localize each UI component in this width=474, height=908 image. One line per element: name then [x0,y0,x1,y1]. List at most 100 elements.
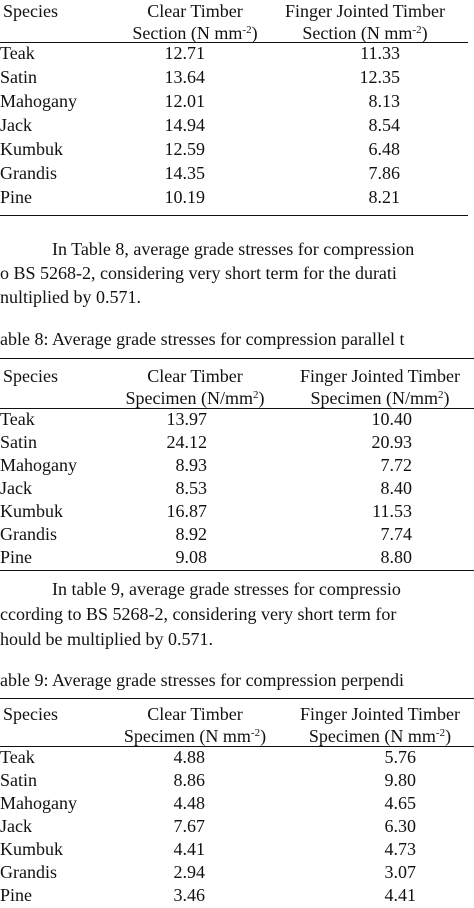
table-8-header-clear-line2: Specimen (N/mm2) [125,388,265,408]
table-row: Mahogany 4.48 4.65 [0,794,474,816]
finger-jointed-cell: 6.48 [368,139,401,159]
species-cell: Pine [0,187,33,207]
table-7-header-clear: Clear Timber Section (N mm-2) [100,0,290,44]
finger-jointed-cell: 9.80 [384,770,417,790]
clear-timber-cell: 8.86 [173,770,206,790]
clear-timber-cell: 12.01 [164,91,206,111]
table-row: Satin 13.64 12.35 [0,68,474,90]
species-cell: Satin [0,67,38,87]
table-7-header-finger: Finger Jointed Timber Section (N mm-2) [260,0,470,44]
paragraph-1-line-1: In Table 8, average grade stresses for c… [52,239,415,259]
clear-timber-cell: 8.92 [175,524,208,544]
table-row: Kumbuk 12.59 6.48 [0,140,474,162]
table-7-header-clear-line2: Section (N mm-2) [132,23,258,43]
finger-jointed-cell: 11.33 [360,43,400,63]
species-cell: Mahogany [0,793,77,813]
clear-timber-cell: 4.41 [173,839,206,859]
finger-jointed-cell: 5.76 [384,747,417,767]
species-cell: Kumbuk [0,839,63,859]
table-row: Teak 4.88 5.76 [0,748,474,770]
table-8-header-finger: Finger Jointed Timber Specimen (N/mm2) [275,365,474,409]
table-9-header-species: Species [3,704,58,724]
paragraph-2-line-3: hould be multiplied by 0.571. [0,629,213,649]
species-cell: Jack [0,478,32,498]
table-row: Satin 8.86 9.80 [0,771,474,793]
table-9-top-rule [0,698,474,699]
clear-timber-cell: 14.35 [164,163,206,183]
clear-timber-cell: 4.88 [173,747,206,767]
species-cell: Jack [0,816,32,836]
finger-jointed-cell: 7.74 [380,524,413,544]
table-9-header-clear-line1: Clear Timber [147,704,243,724]
table-row: Jack 14.94 8.54 [0,116,474,138]
table-8-header-finger-line2: Specimen (N/mm2) [310,388,450,408]
clear-timber-cell: 9.08 [175,547,208,567]
table-row: Jack 8.53 8.40 [0,479,474,501]
finger-jointed-cell: 8.21 [368,187,401,207]
species-cell: Teak [0,747,35,767]
species-cell: Satin [0,770,38,790]
table-8-header-rule [0,408,474,409]
finger-jointed-cell: 12.35 [359,67,401,87]
table-9-header-rule [0,746,474,747]
clear-timber-cell: 12.59 [164,139,206,159]
table-row: Mahogany 12.01 8.13 [0,92,474,114]
finger-jointed-cell: 7.86 [368,163,401,183]
table-8-header-clear: Clear Timber Specimen (N/mm2) [100,365,290,409]
table-7-header-clear-line1: Clear Timber [147,1,243,21]
paragraph-2-line-1: In table 9, average grade stresses for c… [52,579,401,599]
finger-jointed-cell: 11.53 [372,501,412,521]
table-row: Kumbuk 16.87 11.53 [0,502,474,524]
finger-jointed-cell: 20.93 [371,432,413,452]
table-8-header-finger-line1: Finger Jointed Timber [299,366,460,386]
species-cell: Satin [0,432,38,452]
species-cell: Mahogany [0,455,77,475]
table-row: Pine 3.46 4.41 [0,886,474,908]
clear-timber-cell: 13.64 [164,67,206,87]
table-row: Mahogany 8.93 7.72 [0,456,474,478]
clear-timber-cell: 13.97 [166,409,208,429]
table-9-header-finger-line1: Finger Jointed Timber [299,704,460,724]
finger-jointed-cell: 6.30 [384,816,417,836]
table-9-header-finger-line2: Specimen (N mm-2) [308,726,452,746]
species-cell: Grandis [0,163,57,183]
table-row: Jack 7.67 6.30 [0,817,474,839]
species-cell: Kumbuk [0,139,63,159]
table-row: Teak 12.71 11.33 [0,44,474,66]
species-cell: Teak [0,409,35,429]
table-8-bottom-rule [0,570,474,571]
table-7-bottom-rule [0,215,468,216]
paragraph-2-line-2: ccording to BS 5268-2, considering very … [0,604,397,624]
table-row: Satin 24.12 20.93 [0,433,474,455]
clear-timber-cell: 10.19 [164,187,206,207]
finger-jointed-cell: 8.13 [368,91,401,111]
table-7-header-rule [0,42,468,43]
finger-jointed-cell: 4.65 [384,793,417,813]
clear-timber-cell: 12.71 [164,43,206,63]
clear-timber-cell: 7.67 [173,816,206,836]
table-9-header-clear: Clear Timber Specimen (N mm-2) [100,703,290,747]
table-row: Kumbuk 4.41 4.73 [0,840,474,862]
table-row: Teak 13.97 10.40 [0,410,474,432]
clear-timber-cell: 14.94 [164,115,206,135]
clear-timber-cell: 8.53 [175,478,208,498]
species-cell: Grandis [0,524,57,544]
table-8-header-clear-line1: Clear Timber [147,366,243,386]
species-cell: Jack [0,115,32,135]
species-cell: Teak [0,43,35,63]
finger-jointed-cell: 8.80 [380,547,413,567]
table-9-header-finger: Finger Jointed Timber Specimen (N mm-2) [275,703,474,747]
table-7-header-finger-line2: Section (N mm-2) [302,23,428,43]
table-row: Grandis 2.94 3.07 [0,863,474,885]
table-row: Grandis 8.92 7.74 [0,525,474,547]
clear-timber-cell: 24.12 [166,432,208,452]
table-row: Pine 10.19 8.21 [0,188,474,210]
finger-jointed-cell: 7.72 [380,455,413,475]
finger-jointed-cell: 3.07 [384,862,417,882]
finger-jointed-cell: 4.73 [384,839,417,859]
species-cell: Grandis [0,862,57,882]
paragraph-1-line-2: o BS 5268-2, considering very short term… [0,263,397,283]
table-9-header-clear-line2: Specimen (N mm-2) [123,726,267,746]
species-cell: Mahogany [0,91,77,111]
table-8-header-species: Species [3,366,58,386]
